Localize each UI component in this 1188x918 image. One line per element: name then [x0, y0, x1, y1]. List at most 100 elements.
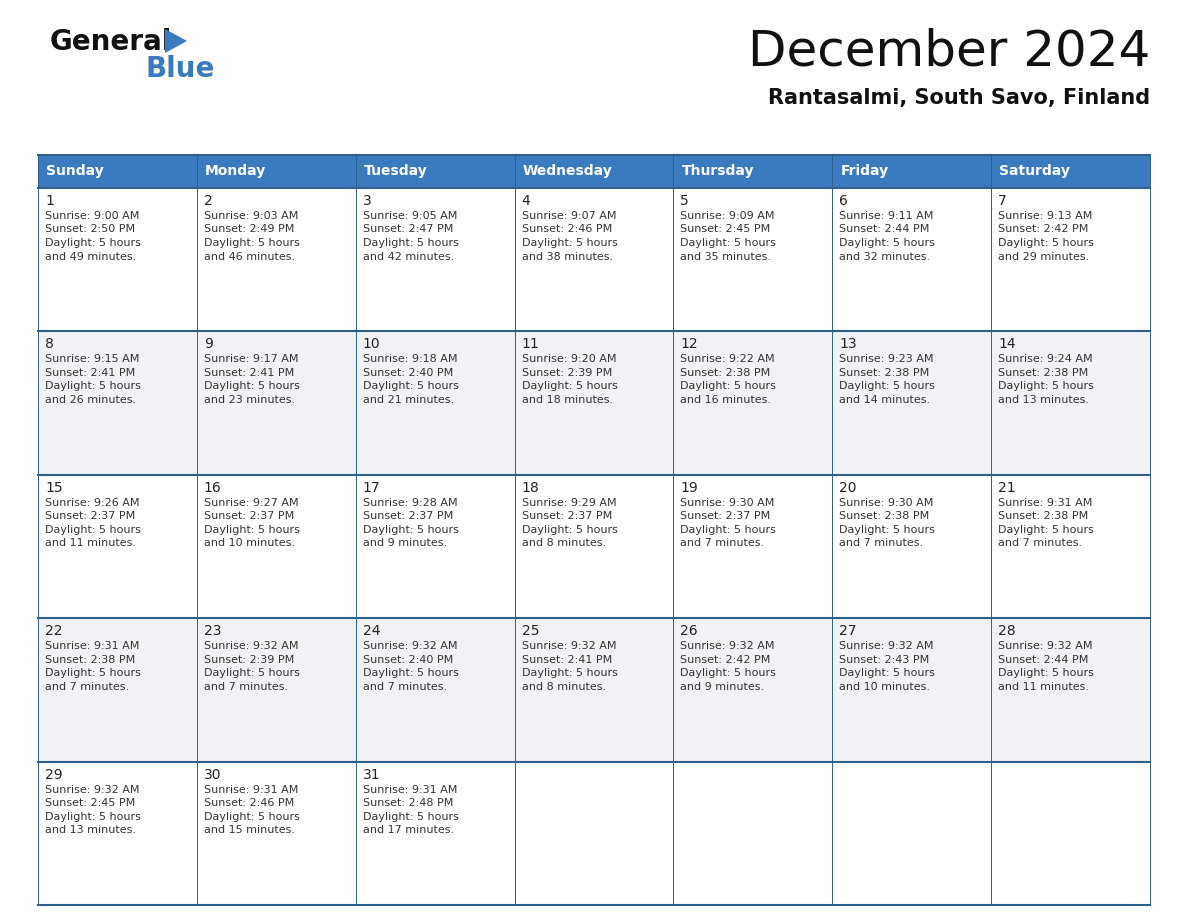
Text: Sunset: 2:38 PM: Sunset: 2:38 PM — [998, 511, 1088, 521]
Text: Sunrise: 9:29 AM: Sunrise: 9:29 AM — [522, 498, 617, 508]
Text: Sunset: 2:37 PM: Sunset: 2:37 PM — [45, 511, 135, 521]
Text: and 7 minutes.: and 7 minutes. — [45, 682, 129, 691]
Text: Sunset: 2:37 PM: Sunset: 2:37 PM — [204, 511, 295, 521]
Text: Daylight: 5 hours: Daylight: 5 hours — [839, 381, 935, 391]
Bar — [38, 188, 1150, 331]
Text: and 46 minutes.: and 46 minutes. — [204, 252, 295, 262]
Text: 27: 27 — [839, 624, 857, 638]
Text: and 11 minutes.: and 11 minutes. — [998, 682, 1089, 691]
Text: and 26 minutes.: and 26 minutes. — [45, 395, 137, 405]
Text: Sunrise: 9:22 AM: Sunrise: 9:22 AM — [681, 354, 775, 364]
Text: and 10 minutes.: and 10 minutes. — [204, 538, 295, 548]
Text: Sunday: Sunday — [46, 164, 103, 178]
Text: Sunset: 2:41 PM: Sunset: 2:41 PM — [45, 368, 135, 378]
Text: 24: 24 — [362, 624, 380, 638]
Text: 10: 10 — [362, 338, 380, 352]
Text: and 13 minutes.: and 13 minutes. — [45, 825, 135, 835]
Text: Sunrise: 9:31 AM: Sunrise: 9:31 AM — [204, 785, 298, 795]
Text: and 15 minutes.: and 15 minutes. — [204, 825, 295, 835]
Text: Sunset: 2:45 PM: Sunset: 2:45 PM — [681, 225, 771, 234]
Bar — [38, 331, 1150, 475]
Text: Sunrise: 9:18 AM: Sunrise: 9:18 AM — [362, 354, 457, 364]
Text: Saturday: Saturday — [999, 164, 1070, 178]
Text: and 9 minutes.: and 9 minutes. — [681, 682, 765, 691]
Text: 26: 26 — [681, 624, 699, 638]
Polygon shape — [165, 29, 187, 53]
Text: Daylight: 5 hours: Daylight: 5 hours — [362, 812, 459, 822]
Text: and 9 minutes.: and 9 minutes. — [362, 538, 447, 548]
Text: Sunrise: 9:09 AM: Sunrise: 9:09 AM — [681, 211, 775, 221]
Text: 7: 7 — [998, 194, 1007, 208]
Text: 21: 21 — [998, 481, 1016, 495]
Text: Sunrise: 9:31 AM: Sunrise: 9:31 AM — [362, 785, 457, 795]
Text: Sunrise: 9:28 AM: Sunrise: 9:28 AM — [362, 498, 457, 508]
Text: Sunrise: 9:30 AM: Sunrise: 9:30 AM — [839, 498, 934, 508]
Text: Daylight: 5 hours: Daylight: 5 hours — [998, 668, 1094, 678]
Text: Daylight: 5 hours: Daylight: 5 hours — [45, 381, 141, 391]
Bar — [38, 475, 1150, 618]
Text: Daylight: 5 hours: Daylight: 5 hours — [362, 381, 459, 391]
Text: and 42 minutes.: and 42 minutes. — [362, 252, 454, 262]
Text: 16: 16 — [204, 481, 222, 495]
Text: Sunset: 2:46 PM: Sunset: 2:46 PM — [522, 225, 612, 234]
Text: Tuesday: Tuesday — [364, 164, 428, 178]
Text: Sunrise: 9:13 AM: Sunrise: 9:13 AM — [998, 211, 1093, 221]
Text: Sunrise: 9:32 AM: Sunrise: 9:32 AM — [839, 641, 934, 651]
Text: and 29 minutes.: and 29 minutes. — [998, 252, 1089, 262]
Text: Daylight: 5 hours: Daylight: 5 hours — [522, 381, 618, 391]
Text: 22: 22 — [45, 624, 63, 638]
Text: 14: 14 — [998, 338, 1016, 352]
Text: Sunrise: 9:32 AM: Sunrise: 9:32 AM — [681, 641, 775, 651]
Text: 6: 6 — [839, 194, 848, 208]
Text: Friday: Friday — [840, 164, 889, 178]
Text: Sunset: 2:39 PM: Sunset: 2:39 PM — [204, 655, 295, 665]
Text: Daylight: 5 hours: Daylight: 5 hours — [522, 525, 618, 535]
Text: Daylight: 5 hours: Daylight: 5 hours — [681, 668, 776, 678]
Text: Sunset: 2:50 PM: Sunset: 2:50 PM — [45, 225, 135, 234]
Text: Monday: Monday — [204, 164, 266, 178]
Text: and 49 minutes.: and 49 minutes. — [45, 252, 137, 262]
Text: Sunset: 2:46 PM: Sunset: 2:46 PM — [204, 798, 295, 808]
Text: and 7 minutes.: and 7 minutes. — [362, 682, 447, 691]
Text: 23: 23 — [204, 624, 221, 638]
Text: Daylight: 5 hours: Daylight: 5 hours — [45, 812, 141, 822]
Text: Sunrise: 9:07 AM: Sunrise: 9:07 AM — [522, 211, 617, 221]
Text: Sunset: 2:38 PM: Sunset: 2:38 PM — [45, 655, 135, 665]
Text: Sunrise: 9:00 AM: Sunrise: 9:00 AM — [45, 211, 139, 221]
Text: Sunrise: 9:27 AM: Sunrise: 9:27 AM — [204, 498, 298, 508]
Text: Daylight: 5 hours: Daylight: 5 hours — [362, 525, 459, 535]
Bar — [38, 762, 1150, 905]
Text: and 35 minutes.: and 35 minutes. — [681, 252, 771, 262]
Text: 18: 18 — [522, 481, 539, 495]
Text: Daylight: 5 hours: Daylight: 5 hours — [204, 238, 299, 248]
Text: Sunset: 2:41 PM: Sunset: 2:41 PM — [522, 655, 612, 665]
Text: Daylight: 5 hours: Daylight: 5 hours — [204, 812, 299, 822]
Text: Blue: Blue — [145, 55, 214, 83]
Text: Daylight: 5 hours: Daylight: 5 hours — [681, 238, 776, 248]
Text: 17: 17 — [362, 481, 380, 495]
Text: 31: 31 — [362, 767, 380, 781]
Bar — [38, 618, 1150, 762]
Text: and 38 minutes.: and 38 minutes. — [522, 252, 613, 262]
Text: Daylight: 5 hours: Daylight: 5 hours — [204, 668, 299, 678]
Text: Daylight: 5 hours: Daylight: 5 hours — [45, 238, 141, 248]
Text: General: General — [50, 28, 172, 56]
Text: and 8 minutes.: and 8 minutes. — [522, 682, 606, 691]
Text: Sunset: 2:38 PM: Sunset: 2:38 PM — [839, 511, 929, 521]
Text: December 2024: December 2024 — [747, 28, 1150, 76]
Text: Daylight: 5 hours: Daylight: 5 hours — [362, 238, 459, 248]
Text: 13: 13 — [839, 338, 857, 352]
Text: and 13 minutes.: and 13 minutes. — [998, 395, 1089, 405]
Text: Sunrise: 9:23 AM: Sunrise: 9:23 AM — [839, 354, 934, 364]
Text: Daylight: 5 hours: Daylight: 5 hours — [204, 381, 299, 391]
Bar — [38, 155, 197, 188]
Text: Sunset: 2:37 PM: Sunset: 2:37 PM — [362, 511, 453, 521]
Text: Sunset: 2:38 PM: Sunset: 2:38 PM — [839, 368, 929, 378]
Text: Sunset: 2:38 PM: Sunset: 2:38 PM — [681, 368, 771, 378]
Text: Sunrise: 9:31 AM: Sunrise: 9:31 AM — [998, 498, 1093, 508]
Text: and 18 minutes.: and 18 minutes. — [522, 395, 613, 405]
Text: 3: 3 — [362, 194, 372, 208]
Text: Sunrise: 9:32 AM: Sunrise: 9:32 AM — [362, 641, 457, 651]
Text: Daylight: 5 hours: Daylight: 5 hours — [998, 525, 1094, 535]
Text: Wednesday: Wednesday — [523, 164, 612, 178]
